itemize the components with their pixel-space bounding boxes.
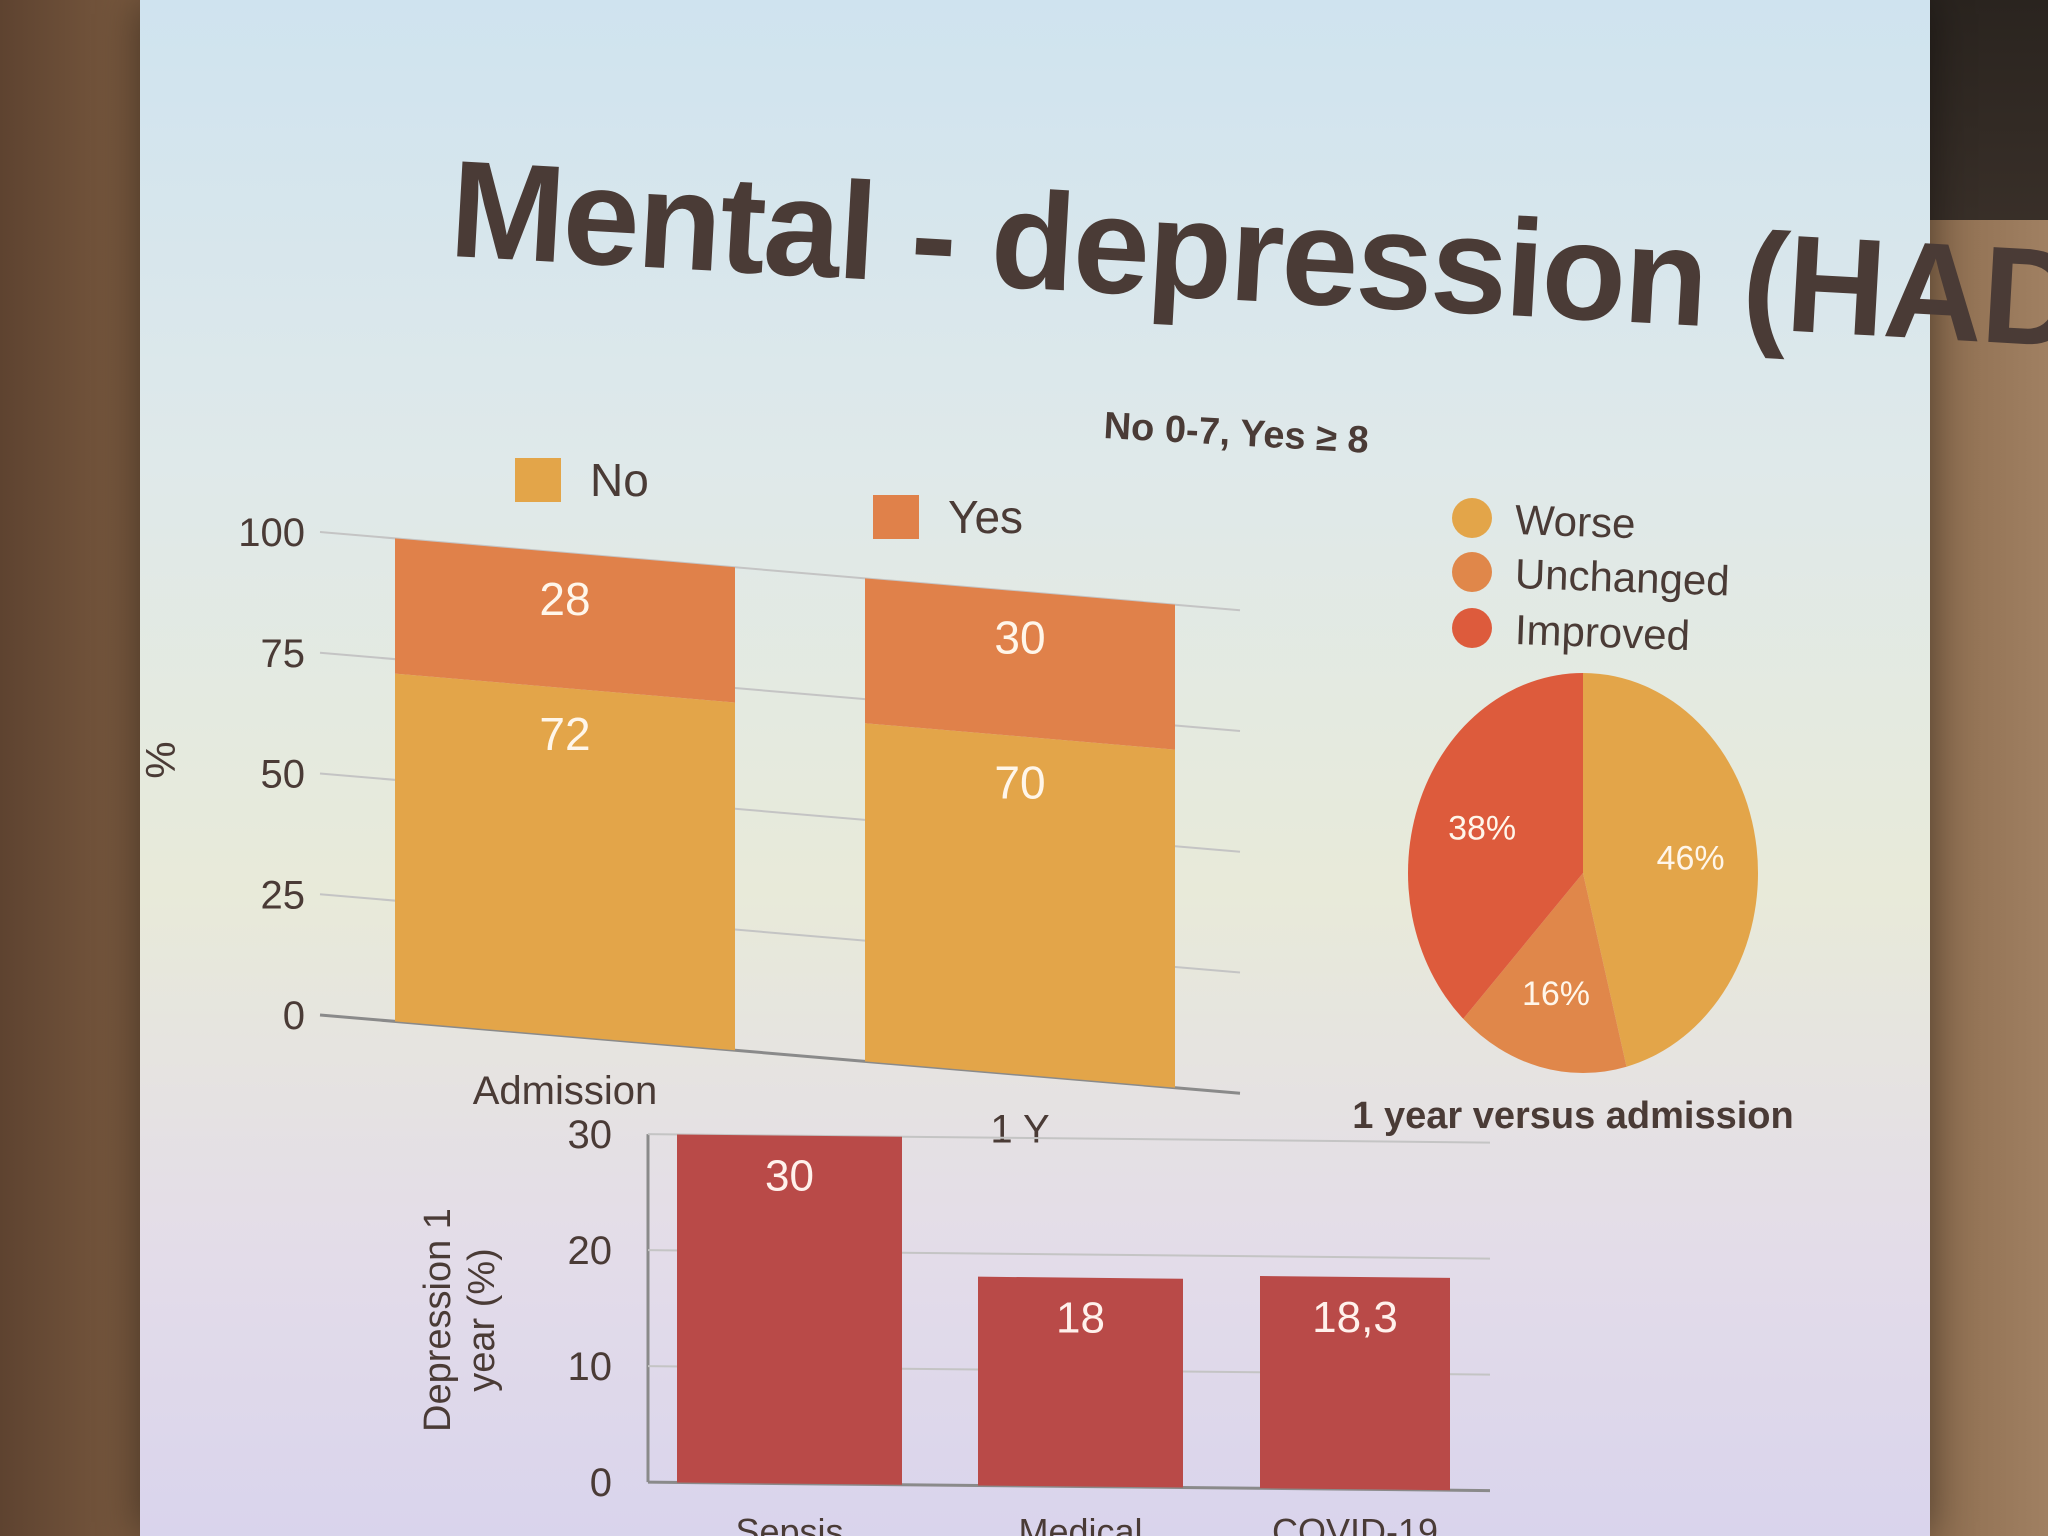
y-tick-label: 100	[238, 511, 305, 555]
legend-swatch-no	[515, 458, 561, 502]
legend-label: No	[590, 454, 649, 506]
legend-label: Yes	[948, 491, 1023, 543]
pie-data-label: 38%	[1448, 809, 1516, 847]
bar-segment-no	[395, 673, 735, 1051]
data-label: 18,3	[1312, 1293, 1398, 1342]
y-axis-label-line: Depression 1	[417, 1208, 459, 1432]
y-tick-label: 0	[590, 1461, 612, 1505]
y-tick-label: 20	[568, 1229, 613, 1273]
data-label: 30	[994, 612, 1045, 664]
y-tick-label: 0	[283, 994, 305, 1038]
y-axis-label: Depression 1year (%)	[417, 1208, 503, 1432]
legend-label: Improved	[1514, 606, 1691, 659]
bar-segment-no	[865, 723, 1175, 1088]
y-axis-label: %	[137, 741, 184, 778]
pie-slice-unchanged	[1463, 873, 1627, 1073]
pie-title: 1 year versus admission	[1352, 1095, 1793, 1137]
bar-segment-yes	[865, 578, 1175, 750]
data-label: 72	[539, 708, 590, 760]
x-tick-label: Admission	[473, 1069, 658, 1113]
pie-data-label: 16%	[1522, 975, 1590, 1013]
legend-label: Unchanged	[1514, 550, 1730, 604]
y-tick-label: 25	[261, 873, 306, 917]
legend-label: Worse	[1514, 496, 1636, 547]
pie-slice-improved	[1408, 672, 1583, 1019]
room-wall-left	[0, 0, 150, 1536]
data-label: 30	[765, 1152, 814, 1201]
legend-swatch-yes	[873, 495, 919, 539]
y-axis-label-line: year (%)	[461, 1248, 503, 1392]
data-label: 28	[539, 573, 590, 625]
room-wall-right	[1908, 220, 2048, 1536]
x-tick-label: Sepsis	[735, 1511, 843, 1536]
pie-slice-worse	[1583, 673, 1759, 1067]
y-tick-label: 50	[261, 753, 306, 797]
legend-marker-improved	[1452, 608, 1492, 648]
data-label: 18	[1056, 1294, 1105, 1343]
x-tick-label: Medical	[1018, 1511, 1142, 1536]
legend-marker-worse	[1452, 498, 1492, 538]
y-tick-label: 10	[568, 1345, 613, 1389]
legend-marker-unchanged	[1452, 552, 1492, 592]
y-tick-label: 75	[261, 632, 306, 676]
data-label: 70	[994, 756, 1045, 808]
y-tick-label: 30	[568, 1113, 613, 1157]
x-tick-label: 1 Y	[990, 1108, 1049, 1152]
x-tick-label: COVID-19	[1272, 1511, 1438, 1536]
bar	[1260, 1276, 1450, 1491]
bar	[677, 1134, 902, 1485]
bar	[978, 1276, 1183, 1488]
pie-data-label: 46%	[1657, 839, 1725, 877]
bar-segment-yes	[395, 538, 735, 703]
